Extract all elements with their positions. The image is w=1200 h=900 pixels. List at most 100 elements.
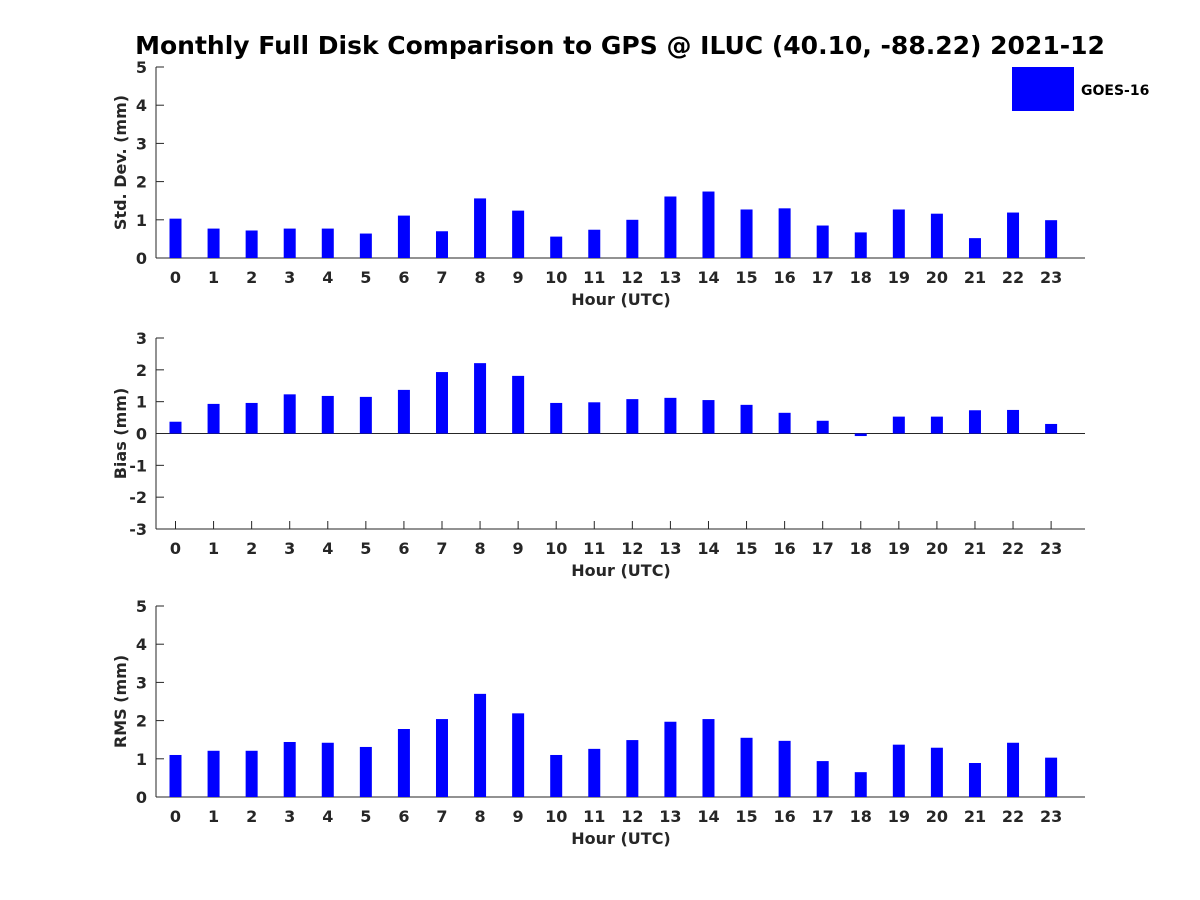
x-tick-label: 7 [436,539,447,558]
bar-hour-14 [702,191,715,258]
bar-hour-22 [1007,409,1020,434]
x-tick-label: 16 [773,539,795,558]
bar-hour-2 [245,230,258,258]
bar-hour-21 [968,238,981,258]
bar-hour-6 [397,389,410,434]
x-tick-label: 5 [360,268,371,287]
bar-hour-0 [169,218,182,258]
x-tick-label: 1 [208,268,219,287]
bar-hour-21 [968,763,981,797]
x-tick-label: 0 [170,268,181,287]
bar-hour-5 [359,233,372,258]
bar-hour-12 [626,740,639,797]
bar-hour-12 [626,219,639,258]
bar-hour-9 [512,210,525,258]
x-axis-label: Hour (UTC) [571,829,671,848]
bar-hour-19 [892,416,905,434]
x-tick-label: 12 [621,268,643,287]
x-tick-label: 22 [1002,807,1024,826]
bar-hour-23 [1045,757,1058,797]
bar-hour-20 [930,213,943,258]
y-axis-label: Std. Dev. (mm) [111,95,130,230]
x-tick-label: 14 [697,539,719,558]
x-tick-label: 16 [773,268,795,287]
y-tick-label: 4 [136,96,147,115]
x-tick-label: 20 [926,807,948,826]
x-tick-label: 10 [545,539,567,558]
x-tick-label: 6 [398,807,409,826]
x-tick-label: 14 [697,807,719,826]
bar-hour-6 [397,729,410,797]
x-tick-label: 23 [1040,539,1062,558]
x-tick-label: 10 [545,268,567,287]
bar-hour-16 [778,208,791,258]
bar-hour-10 [550,236,563,258]
x-tick-label: 15 [735,539,757,558]
y-tick-label: -2 [129,488,147,507]
bar-hour-11 [588,402,601,434]
x-tick-label: 3 [284,539,295,558]
bar-hour-20 [930,416,943,434]
x-tick-label: 12 [621,539,643,558]
x-tick-label: 4 [322,539,333,558]
y-tick-label: 2 [136,361,147,380]
bar-hour-8 [474,198,487,258]
x-tick-label: 19 [888,268,910,287]
x-tick-label: 22 [1002,539,1024,558]
x-axis-label: Hour (UTC) [571,290,671,309]
x-tick-label: 17 [812,539,834,558]
x-tick-label: 16 [773,807,795,826]
x-tick-label: 20 [926,539,948,558]
y-tick-label: 1 [136,393,147,412]
bar-hour-9 [512,713,525,797]
bar-hour-20 [930,747,943,797]
x-tick-label: 8 [474,268,485,287]
x-tick-label: 11 [583,807,605,826]
bar-hour-4 [321,742,334,797]
x-tick-label: 19 [888,807,910,826]
y-tick-label: 3 [136,134,147,153]
y-tick-label: 0 [136,249,147,268]
bar-hour-4 [321,228,334,258]
x-tick-label: 17 [812,807,834,826]
x-tick-label: 9 [513,807,524,826]
y-tick-label: 5 [136,58,147,77]
x-tick-label: 17 [812,268,834,287]
bar-hour-12 [626,399,639,434]
chart-title: Monthly Full Disk Comparison to GPS @ IL… [135,31,1105,60]
bar-hour-0 [169,421,182,434]
bar-hour-23 [1045,423,1058,434]
bar-hour-9 [512,375,525,434]
x-tick-label: 23 [1040,268,1062,287]
y-tick-label: 5 [136,597,147,616]
x-tick-label: 22 [1002,268,1024,287]
x-tick-label: 2 [246,268,257,287]
y-tick-label: 0 [136,425,147,444]
x-tick-label: 11 [583,539,605,558]
x-tick-label: 1 [208,539,219,558]
bar-hour-3 [283,228,296,258]
y-axis-label: Bias (mm) [111,388,130,480]
x-tick-label: 13 [659,807,681,826]
bar-hour-8 [474,693,487,797]
bar-hour-14 [702,719,715,797]
x-tick-label: 4 [322,268,333,287]
x-tick-label: 18 [850,539,872,558]
x-tick-label: 8 [474,807,485,826]
x-tick-label: 3 [284,268,295,287]
x-tick-label: 7 [436,268,447,287]
bar-hour-7 [435,231,448,258]
bar-hour-11 [588,229,601,258]
bar-hour-23 [1045,220,1058,258]
bar-hour-3 [283,394,296,434]
bar-hour-14 [702,400,715,434]
y-tick-label: 2 [136,712,147,731]
x-tick-label: 0 [170,539,181,558]
x-tick-label: 19 [888,539,910,558]
x-tick-label: 21 [964,268,986,287]
x-tick-label: 21 [964,807,986,826]
bar-hour-11 [588,748,601,797]
